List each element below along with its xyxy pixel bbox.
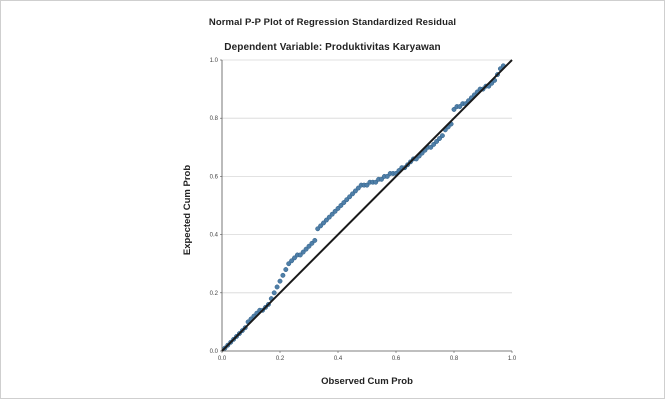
x-tick-label-3: 0.6: [392, 356, 401, 362]
data-point-24: [292, 255, 297, 261]
y-tick-label-2: 0.4: [210, 233, 219, 239]
data-point-42: [344, 197, 350, 203]
y-tick-label-4: 0.8: [210, 116, 219, 122]
data-point-43: [347, 194, 353, 200]
x-tick-label-1: 0.2: [276, 356, 285, 362]
data-point-36: [326, 214, 332, 220]
y-tick-label-5: 1.0: [210, 58, 219, 64]
gridlines: [222, 59, 512, 294]
y-axis-label: Expected Cum Prob: [182, 165, 193, 255]
data-point-75: [439, 133, 445, 139]
data-point-32: [315, 226, 321, 232]
data-point-27: [300, 249, 306, 255]
data-point-22: [286, 261, 292, 267]
data-point-33: [318, 223, 324, 229]
chart-subtitle: Dependent Variable: Produktivitas Karyaw…: [224, 42, 441, 53]
axes: [221, 60, 512, 352]
data-point-21: [283, 267, 289, 272]
data-point-29: [306, 243, 312, 249]
x-tick-label-4: 0.8: [450, 356, 459, 362]
data-point-49: [364, 182, 370, 188]
y-tick-label-0: 0.0: [210, 349, 219, 355]
data-point-81: [457, 104, 463, 110]
tick-labels: 0.0 0.2 0.4 0.6 0.8 1.0 0.0 0.2 0.4 0.6 0.8 1.0: [210, 58, 517, 362]
data-point-45: [352, 188, 358, 194]
data-point-34: [321, 220, 326, 226]
data-point-38: [332, 208, 338, 214]
x-axis-label: Observed Cum Prob: [321, 376, 413, 387]
data-point-19: [277, 278, 283, 284]
reference-line: [221, 59, 513, 352]
y-tick-label-1: 0.2: [210, 291, 219, 297]
data-point-44: [350, 191, 355, 197]
reference-line-layer: [221, 59, 513, 352]
data-point-71: [428, 144, 434, 150]
data-point-30: [309, 240, 315, 246]
x-tick-label-5: 1.0: [508, 356, 517, 362]
x-tick-label-0: 0.0: [218, 356, 227, 362]
data-point-73: [434, 139, 440, 144]
data-point-39: [335, 205, 341, 211]
y-tick-label-3: 0.6: [210, 174, 219, 180]
data-point-74: [437, 136, 442, 142]
data-point-72: [431, 141, 437, 147]
x-tick-label-2: 0.4: [334, 356, 343, 362]
data-point-79: [451, 107, 457, 112]
data-point-23: [289, 258, 295, 264]
data-point-28: [303, 246, 309, 252]
data-point-46: [355, 185, 361, 191]
data-point-17: [271, 290, 277, 296]
data-point-31: [312, 237, 318, 243]
data-point-37: [329, 211, 335, 217]
data-point-20: [280, 272, 286, 278]
chart-title: Normal P-P Plot of Regression Standardiz…: [208, 17, 457, 28]
data-point-56: [384, 173, 390, 179]
data-point-41: [341, 200, 347, 206]
data-point-52: [373, 179, 379, 185]
data-point-18: [274, 284, 280, 290]
data-point-40: [338, 203, 344, 208]
data-point-35: [323, 217, 329, 223]
data-point-54: [379, 176, 384, 182]
data-point-26: [297, 252, 303, 258]
